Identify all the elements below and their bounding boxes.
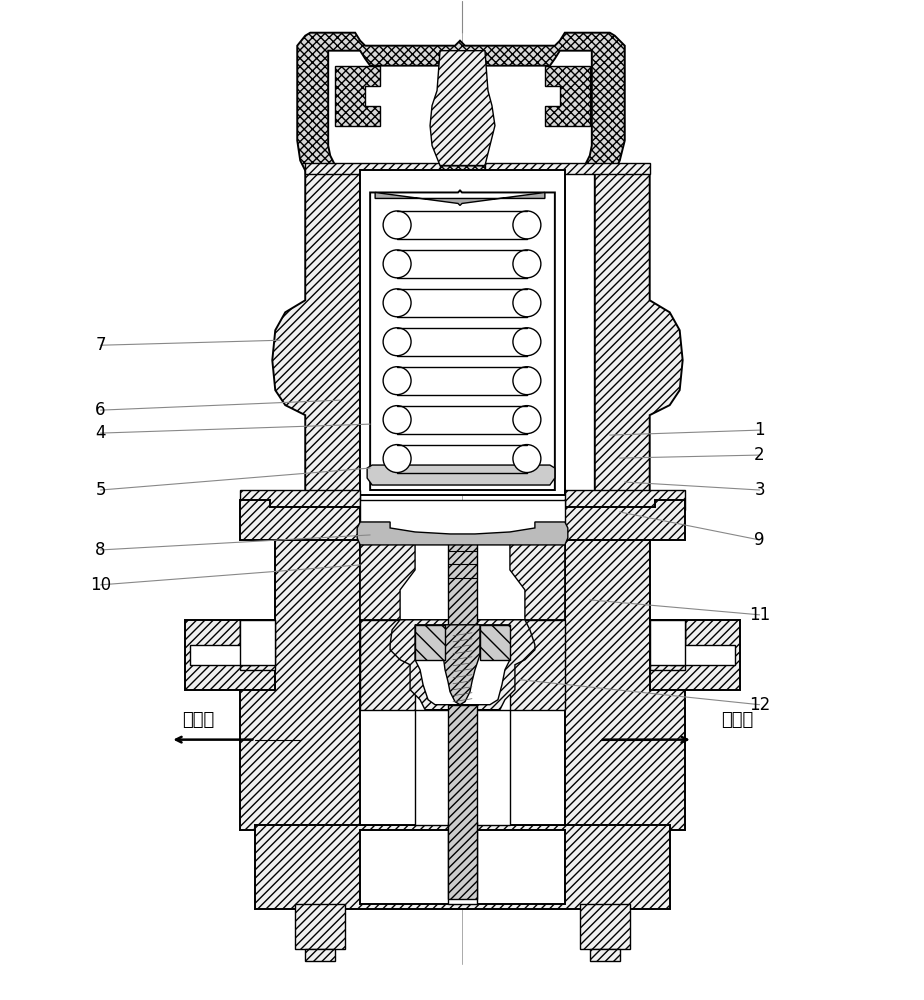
Polygon shape	[240, 620, 275, 665]
Polygon shape	[510, 540, 565, 620]
Polygon shape	[448, 705, 477, 899]
Text: 10: 10	[90, 576, 111, 594]
Polygon shape	[375, 192, 545, 205]
Polygon shape	[360, 830, 565, 904]
Polygon shape	[650, 620, 685, 670]
Text: 8: 8	[95, 541, 105, 559]
Text: 出气口: 出气口	[182, 711, 214, 729]
Polygon shape	[448, 540, 477, 625]
Polygon shape	[186, 620, 275, 690]
Polygon shape	[448, 822, 477, 904]
Ellipse shape	[383, 328, 411, 356]
Polygon shape	[480, 625, 510, 660]
Ellipse shape	[513, 250, 541, 278]
Polygon shape	[328, 51, 591, 166]
Text: 9: 9	[754, 531, 765, 549]
Ellipse shape	[383, 445, 411, 473]
Text: 进气口: 进气口	[722, 711, 754, 729]
Polygon shape	[415, 625, 445, 660]
Polygon shape	[670, 620, 735, 665]
Polygon shape	[367, 465, 554, 485]
Polygon shape	[485, 163, 650, 174]
Polygon shape	[565, 170, 683, 500]
Polygon shape	[240, 500, 685, 540]
Polygon shape	[360, 620, 565, 825]
Polygon shape	[255, 825, 670, 909]
Text: 4: 4	[95, 424, 105, 442]
Polygon shape	[371, 190, 554, 490]
Ellipse shape	[383, 367, 411, 395]
Ellipse shape	[383, 211, 411, 239]
Polygon shape	[415, 710, 510, 825]
Polygon shape	[390, 620, 535, 710]
Polygon shape	[335, 66, 380, 126]
Ellipse shape	[383, 289, 411, 317]
Polygon shape	[305, 163, 440, 174]
Polygon shape	[240, 540, 685, 830]
Polygon shape	[240, 620, 275, 670]
Ellipse shape	[513, 328, 541, 356]
Polygon shape	[360, 540, 415, 620]
Polygon shape	[298, 33, 625, 170]
Polygon shape	[305, 949, 335, 961]
Text: 5: 5	[95, 481, 105, 499]
Polygon shape	[510, 620, 565, 710]
Polygon shape	[273, 170, 360, 500]
Text: 12: 12	[749, 696, 771, 714]
Polygon shape	[240, 490, 360, 510]
Text: 11: 11	[749, 606, 771, 624]
Polygon shape	[190, 620, 255, 665]
Ellipse shape	[383, 406, 411, 434]
Polygon shape	[565, 490, 685, 510]
Polygon shape	[430, 51, 495, 166]
Text: 7: 7	[95, 336, 105, 354]
Polygon shape	[650, 620, 739, 690]
Ellipse shape	[513, 367, 541, 395]
Polygon shape	[545, 66, 590, 126]
Ellipse shape	[383, 250, 411, 278]
Polygon shape	[415, 625, 510, 705]
Text: 3: 3	[754, 481, 765, 499]
Polygon shape	[360, 620, 415, 710]
Ellipse shape	[513, 445, 541, 473]
Text: 1: 1	[754, 421, 765, 439]
Polygon shape	[650, 620, 685, 665]
Polygon shape	[358, 522, 568, 545]
Ellipse shape	[513, 406, 541, 434]
Text: 6: 6	[95, 401, 105, 419]
Ellipse shape	[513, 211, 541, 239]
Polygon shape	[360, 170, 565, 495]
Polygon shape	[580, 904, 630, 949]
Text: 2: 2	[754, 446, 765, 464]
Polygon shape	[590, 949, 620, 961]
Ellipse shape	[513, 289, 541, 317]
Polygon shape	[360, 500, 565, 540]
Polygon shape	[443, 625, 480, 705]
Polygon shape	[296, 904, 346, 949]
